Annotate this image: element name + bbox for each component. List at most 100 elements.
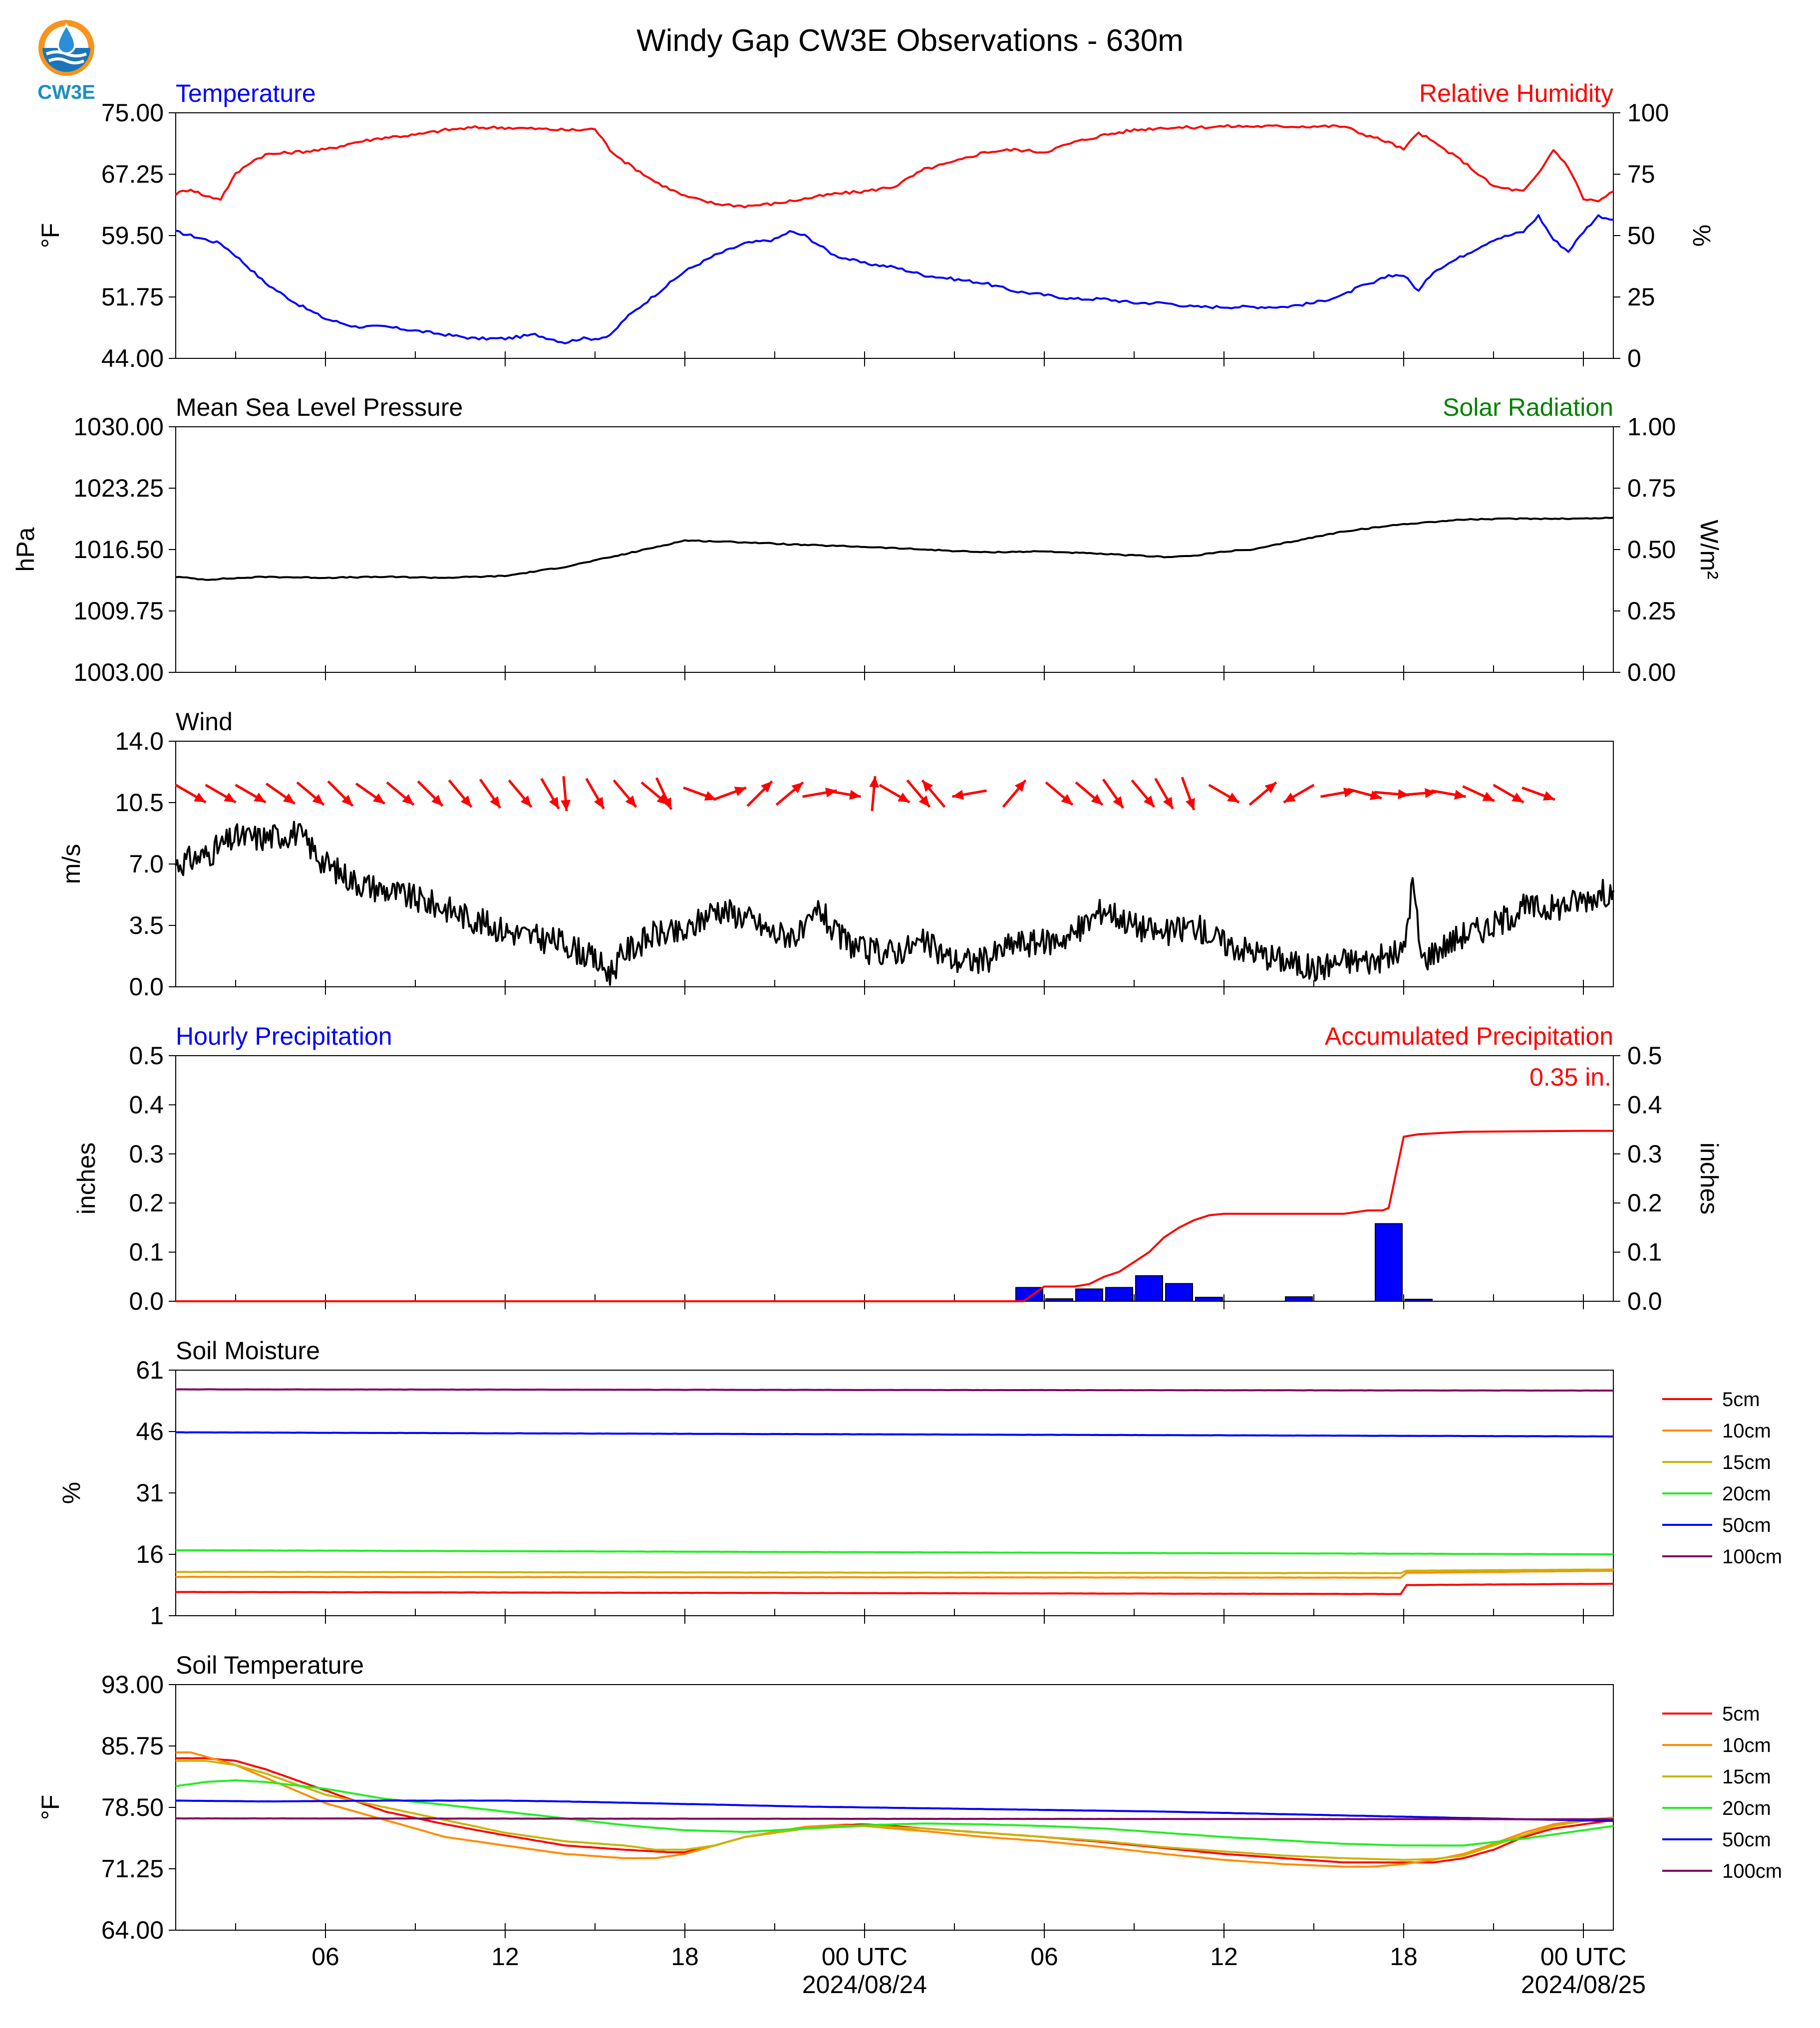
- series-relative-humidity: [175, 124, 1614, 209]
- wind-arrow-head: [1061, 794, 1073, 805]
- x-tick-sublabel: 2024/08/24: [802, 1971, 927, 1999]
- legend-label: 10cm: [1722, 1735, 1771, 1756]
- y-tick-label: 61: [136, 1356, 164, 1384]
- x-tick-label: 12: [491, 1943, 519, 1971]
- y-tick-label-right: 0.5: [1627, 1042, 1662, 1070]
- wind-arrow: [1493, 784, 1524, 804]
- wind-arrow: [1002, 779, 1027, 808]
- series-20cm: [175, 1549, 1613, 1555]
- wind-arrow-head: [869, 776, 880, 788]
- y-tick-label: 0.0: [129, 973, 164, 1001]
- panel-title-left: Soil Moisture: [176, 1337, 320, 1365]
- wind-arrow-head: [1186, 798, 1195, 810]
- series-5cm: [175, 1583, 1613, 1595]
- series-50cm: [176, 1431, 1614, 1438]
- series-mean-sea-level-pressure: [175, 517, 1614, 581]
- y-tick-label-right: 50: [1627, 222, 1655, 250]
- wind-arrow: [417, 780, 444, 807]
- precip-bar: [1375, 1223, 1403, 1302]
- y-tick-label: 3.5: [129, 911, 164, 939]
- y-tick-label: 1023.25: [73, 474, 164, 502]
- y-tick-label-right: 0.1: [1627, 1238, 1662, 1266]
- wind-arrow-head: [283, 793, 295, 804]
- y-axis-label-right: W/m²: [1695, 520, 1723, 579]
- x-tick-label: 00 UTC: [822, 1943, 908, 1971]
- y-tick-label: 14.0: [115, 727, 164, 755]
- wind-arrow: [655, 777, 673, 810]
- legend-label: 15cm: [1722, 1766, 1771, 1788]
- precip-bar: [1285, 1296, 1313, 1302]
- y-tick-label-right: 0.3: [1627, 1140, 1662, 1168]
- y-tick-label-right: 0.2: [1627, 1189, 1662, 1217]
- wind-arrow-head: [460, 795, 472, 807]
- wind-arrow-head: [791, 782, 803, 794]
- panel-4: Hourly Precipitation Accumulated Precipit…: [72, 1022, 1723, 1315]
- wind-arrow-head: [224, 792, 236, 803]
- wind-arrow-head: [1143, 795, 1155, 807]
- series-accumulated-precipitation: [176, 1130, 1613, 1302]
- wind-arrow-head: [898, 792, 910, 803]
- wind-arrow-head: [625, 795, 636, 807]
- panel-title-left: Mean Sea Level Pressure: [176, 393, 463, 421]
- wind-arrow: [826, 789, 861, 800]
- accum-annotation: 0.35 in.: [1529, 1063, 1611, 1091]
- wind-arrow: [1154, 778, 1174, 810]
- panel-1: Temperature Relative Humidity 44.00 51.75 59…: [36, 79, 1716, 372]
- legend-label: 20cm: [1722, 1797, 1771, 1819]
- precip-bar: [1135, 1275, 1163, 1302]
- precip-bar: [1165, 1283, 1193, 1302]
- y-tick-label: 67.25: [101, 160, 164, 188]
- y-axis-label: °F: [36, 223, 64, 249]
- wind-arrow: [265, 782, 296, 805]
- x-tick-label: 18: [671, 1943, 699, 1971]
- y-axis-label: m/s: [57, 844, 85, 884]
- y-tick-label: 0.3: [129, 1140, 164, 1168]
- y-tick-label: 1030.00: [73, 413, 164, 441]
- wind-arrow-head: [1264, 782, 1276, 794]
- wind-arrow: [508, 779, 533, 808]
- panel-title-left: Temperature: [176, 79, 316, 107]
- series-10cm: [175, 1751, 1614, 1868]
- y-tick-label: 16: [136, 1540, 164, 1568]
- y-tick-label-right: 0: [1627, 344, 1641, 372]
- wind-arrow: [1075, 781, 1104, 806]
- x-tick-label: 00 UTC: [1540, 1943, 1626, 1971]
- wind-arrow-head: [561, 800, 571, 811]
- legend-label: 100cm: [1722, 1546, 1782, 1568]
- wind-arrow: [296, 781, 325, 806]
- y-tick-label-right: 100: [1627, 99, 1669, 127]
- series-5cm: [176, 1757, 1614, 1864]
- wind-arrow: [612, 779, 637, 808]
- series-100cm: [175, 1388, 1614, 1392]
- wind-arrow: [355, 782, 386, 805]
- y-tick-label: 75.00: [101, 99, 164, 127]
- panel-title-left: Hourly Precipitation: [176, 1022, 392, 1050]
- panel-title-left: Soil Temperature: [176, 1651, 364, 1679]
- wind-arrow: [386, 781, 415, 806]
- y-axis-label: %: [57, 1482, 85, 1504]
- cw3e-logo-icon: CW3E: [37, 20, 95, 103]
- y-tick-label: 1: [150, 1602, 164, 1630]
- legend-label: 5cm: [1722, 1703, 1760, 1725]
- series-15cm: [175, 1568, 1614, 1574]
- panel-title-right: Accumulated Precipitation: [1325, 1022, 1613, 1050]
- y-tick-label: 46: [136, 1418, 164, 1446]
- wind-arrow: [175, 784, 207, 804]
- wind-arrow: [775, 781, 804, 806]
- y-tick-label: 0.5: [129, 1042, 164, 1070]
- wind-arrow: [327, 780, 354, 807]
- x-tick-label: 06: [311, 1943, 339, 1971]
- wind-arrow: [1401, 788, 1437, 798]
- series-15cm: [175, 1759, 1614, 1861]
- wind-arrow-head: [662, 797, 671, 810]
- panel-5: Soil Moisture 1 16 31 46 61% 5cm 10cm 15cm 20cm 50…: [57, 1337, 1782, 1630]
- wind-arrow-head: [194, 792, 206, 803]
- series-wind: [175, 821, 1614, 986]
- y-tick-label: 71.25: [101, 1855, 164, 1883]
- panel-frame: [175, 426, 1614, 673]
- y-axis-label: inches: [72, 1143, 100, 1215]
- logo-text: CW3E: [37, 81, 95, 103]
- y-tick-label: 0.1: [129, 1238, 164, 1266]
- precip-bar: [1105, 1287, 1133, 1302]
